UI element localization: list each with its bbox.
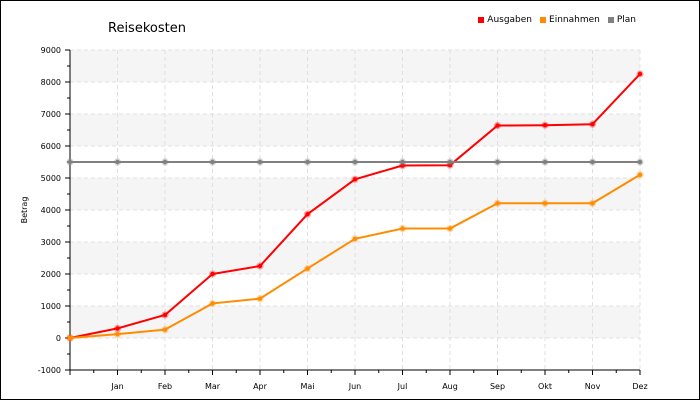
data-point[interactable] [447,159,453,165]
series-einnahmen [66,171,644,342]
data-point[interactable] [495,201,500,206]
series-layer [66,70,644,342]
data-point[interactable] [637,172,643,177]
data-point[interactable] [257,296,263,301]
data-point[interactable] [162,159,168,165]
data-point[interactable] [400,159,405,165]
legend: Ausgaben Einnahmen Plan [478,15,636,25]
data-point[interactable] [590,122,595,127]
data-point[interactable] [210,301,215,306]
data-point[interactable] [352,236,358,241]
data-point[interactable] [495,159,500,165]
data-point[interactable] [400,226,405,231]
legend-item-plan[interactable]: Plan [607,15,636,25]
data-point[interactable] [210,159,215,165]
legend-label-ausgaben: Ausgaben [487,15,533,25]
y-tick-label: -1000 [38,366,61,375]
x-tick-label: Nov [585,382,601,391]
legend-label-plan: Plan [616,15,636,25]
data-point[interactable] [257,263,263,269]
x-tick-label: Aug [442,382,458,391]
chart-title: Reisekosten [108,21,186,36]
data-point[interactable] [210,271,215,277]
data-point[interactable] [590,201,595,206]
data-point[interactable] [447,163,453,168]
series-plan [66,158,644,166]
data-point[interactable] [115,159,120,165]
series-ausgaben [66,70,644,342]
data-point[interactable] [352,177,358,182]
x-tick-label: Jul [397,382,408,391]
y-tick-label: 4000 [41,206,61,215]
legend-item-einnahmen[interactable]: Einnahmen [540,15,600,25]
data-point[interactable] [305,211,310,217]
y-axis-ticks: -1000 0 1000 2000 3000 4000 5000 6000 7000 8000 90… [38,46,70,375]
legend-swatch-ausgaben [478,17,485,23]
x-tick-label: Mai [300,382,314,391]
y-tick-label: 2000 [41,270,61,279]
legend-swatch-plan [607,17,614,23]
data-point[interactable] [162,312,168,318]
data-point[interactable] [305,159,310,165]
y-tick-label: 9000 [41,46,61,55]
x-tick-label: Mar [205,382,221,391]
x-tick-label: Feb [158,382,172,391]
y-tick-label: 7000 [41,110,61,119]
y-tick-label: 0 [56,334,61,343]
data-point[interactable] [257,159,263,165]
data-point[interactable] [67,159,73,165]
x-tick-label: Apr [253,382,268,391]
data-point[interactable] [590,159,595,165]
data-point[interactable] [542,201,548,206]
x-tick-label: Jun [348,382,362,391]
data-point[interactable] [542,159,548,165]
x-axis-ticks: Jan Feb Mar Apr Mai Jun Jul Aug Sep Okt Nov Dez [69,370,648,391]
legend-label-einnahmen: Einnahmen [549,15,600,25]
x-tick-label: Okt [538,382,552,391]
x-tick-label: Dez [632,382,647,391]
x-tick-label: Jan [110,382,123,391]
y-axis-label: Betrag [20,197,29,224]
x-tick-label: Sep [490,382,505,391]
data-point[interactable] [447,226,453,231]
data-point[interactable] [67,335,73,341]
y-tick-label: 6000 [41,142,61,151]
data-point[interactable] [115,326,120,331]
data-point[interactable] [637,71,643,77]
y-tick-label: 8000 [41,78,61,87]
data-point[interactable] [305,266,310,271]
data-point[interactable] [400,163,405,168]
data-point[interactable] [162,327,168,332]
data-point[interactable] [637,159,643,165]
legend-swatch-einnahmen [540,17,547,23]
legend-item-ausgaben[interactable]: Ausgaben [478,15,532,25]
data-point[interactable] [352,159,358,165]
data-point[interactable] [495,123,500,128]
data-point[interactable] [542,123,548,128]
y-tick-label: 3000 [41,238,61,247]
y-tick-label: 1000 [41,302,61,311]
y-tick-label: 5000 [41,174,61,183]
data-point[interactable] [115,331,120,337]
